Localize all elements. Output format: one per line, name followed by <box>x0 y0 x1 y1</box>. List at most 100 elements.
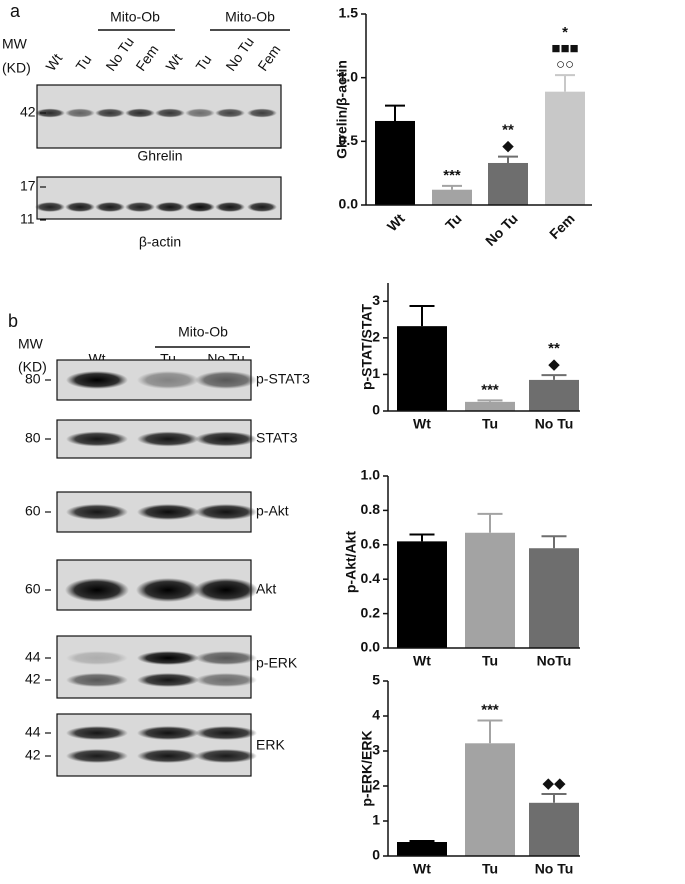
group-label: Mito-Ob <box>110 9 160 25</box>
significance-mark: * <box>562 24 568 41</box>
band <box>125 108 155 118</box>
band <box>137 726 199 740</box>
significance-mark: ◆ <box>548 356 560 373</box>
mw-marker: 42 <box>25 671 41 687</box>
error-bar <box>385 104 405 121</box>
band <box>195 726 257 740</box>
mw-marker: 11 <box>20 211 35 227</box>
band <box>65 578 129 602</box>
bar <box>397 842 447 856</box>
y-tick-label: 2 <box>372 777 380 793</box>
mw-marker: 60 <box>25 581 41 597</box>
y-tick-label: 0.5 <box>339 132 359 148</box>
y-tick-label: 3 <box>372 742 380 758</box>
band <box>155 108 185 118</box>
band <box>65 108 95 118</box>
y-tick-label: 1.0 <box>339 68 359 84</box>
band <box>66 726 128 740</box>
blot <box>56 635 252 699</box>
band <box>185 202 215 212</box>
band <box>35 202 65 212</box>
x-tick-label: Wt <box>413 861 431 877</box>
x-tick-label: No Tu <box>535 416 574 432</box>
lane-label: Tu <box>72 52 94 74</box>
bar <box>545 91 585 205</box>
band <box>35 108 65 118</box>
band <box>137 504 199 520</box>
blot-name: Akt <box>256 581 276 597</box>
y-tick-label: 0.6 <box>361 536 381 552</box>
blot-name: β-actin <box>139 234 181 250</box>
band <box>195 371 257 389</box>
error-bar <box>498 155 518 163</box>
error-bar <box>442 184 462 190</box>
bar <box>465 743 515 856</box>
error-bar <box>409 839 435 842</box>
bar <box>465 401 515 411</box>
y-tick-label: 0.0 <box>339 196 359 212</box>
y-tick-label: 0.0 <box>361 639 381 655</box>
x-tick-label: Tu <box>482 861 498 877</box>
significance-mark: ○○ <box>556 56 574 73</box>
band <box>155 202 185 212</box>
error-bar <box>477 512 503 533</box>
y-tick-label: 1 <box>372 812 380 828</box>
mw-label: (KD) <box>18 359 47 375</box>
y-axis-label: p-STAT/STAT <box>359 304 375 390</box>
band <box>137 431 199 447</box>
mw-marker: 44 <box>25 649 41 665</box>
band <box>194 578 258 602</box>
error-bar <box>541 535 567 549</box>
bar <box>529 379 579 411</box>
band <box>65 202 95 212</box>
band <box>137 749 199 763</box>
mw-label: MW <box>2 36 28 52</box>
mw-marker: 44 <box>25 724 41 740</box>
bar <box>375 120 415 205</box>
significance-mark: ◆ <box>502 138 514 155</box>
blot-name: p-ERK <box>256 655 298 671</box>
lane-label: Tu <box>192 52 214 74</box>
band <box>195 749 257 763</box>
blot-name: p-STAT3 <box>256 371 310 387</box>
band <box>137 371 199 389</box>
bar <box>529 802 579 856</box>
band <box>66 749 128 763</box>
significance-mark: ** <box>548 340 560 357</box>
mw-marker: 17 <box>20 178 36 194</box>
blot-name: ERK <box>256 737 285 753</box>
bar <box>432 189 472 205</box>
y-tick-label: 0.8 <box>361 501 381 517</box>
y-axis-label: p-ERK/ERK <box>359 730 375 806</box>
band <box>66 673 128 687</box>
y-tick-label: 0 <box>372 847 380 863</box>
significance-mark: ◆◆ <box>542 775 566 792</box>
mw-marker: 60 <box>25 503 41 519</box>
band <box>95 108 125 118</box>
x-tick-label: NoTu <box>537 653 572 669</box>
y-axis-label: Ghrelin/β-actin <box>334 60 350 159</box>
error-bar <box>409 533 435 542</box>
band <box>247 108 277 118</box>
mw-marker: 80 <box>25 430 41 446</box>
error-bar <box>541 374 567 380</box>
significance-mark: ■■■ <box>551 40 578 57</box>
significance-mark: ** <box>502 122 514 139</box>
y-tick-label: 1.0 <box>361 467 381 483</box>
band <box>247 202 277 212</box>
y-tick-label: 1 <box>372 365 380 381</box>
mw-marker: 80 <box>25 371 41 387</box>
y-tick-label: 0.2 <box>361 604 381 620</box>
bar <box>397 326 447 411</box>
x-tick-label: No Tu <box>535 861 574 877</box>
mw-marker: 42 <box>20 104 36 120</box>
y-tick-label: 2 <box>372 329 380 345</box>
x-tick-label: Tu <box>482 653 498 669</box>
mw-label: MW <box>18 336 44 352</box>
bar <box>465 532 515 648</box>
band <box>125 202 155 212</box>
band <box>137 651 199 665</box>
y-tick-label: 3 <box>372 292 380 308</box>
band <box>66 431 128 447</box>
band <box>185 108 215 118</box>
